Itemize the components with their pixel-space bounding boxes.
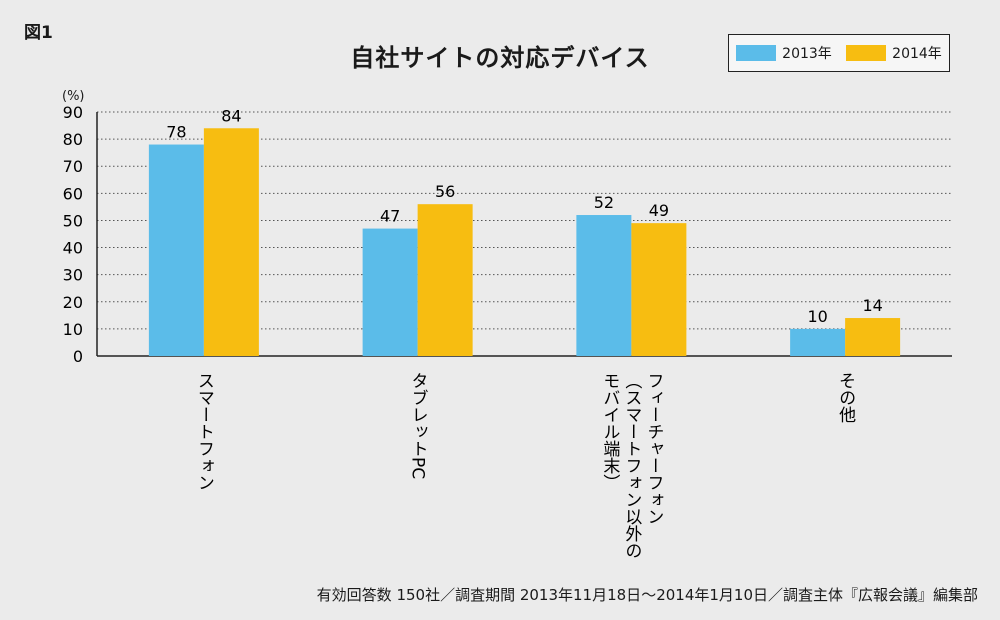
y-tick-label: 90	[63, 103, 83, 122]
figure-label: 図1	[24, 23, 53, 43]
x-category-label: フィーチャーフォン	[643, 372, 663, 525]
bar-2013年-0	[148, 144, 204, 356]
x-category-label: タブレットPC	[408, 372, 428, 479]
bar-2013年-1	[362, 228, 418, 356]
legend-swatch-2013	[736, 45, 777, 61]
data-label: 56	[435, 182, 455, 201]
y-tick-label: 50	[63, 211, 83, 230]
legend-swatch-2014	[846, 45, 887, 61]
y-axis-unit: (%)	[62, 89, 85, 104]
y-tick-label: 60	[63, 184, 83, 203]
bar-2014年-3	[845, 318, 901, 356]
y-tick-label: 70	[63, 157, 83, 176]
data-label: 10	[807, 307, 827, 326]
data-label: 49	[649, 201, 669, 220]
x-category-label: スマートフォン	[194, 372, 214, 491]
y-tick-label: 30	[63, 266, 83, 285]
y-tick-label: 40	[63, 239, 83, 258]
data-label: 52	[594, 193, 614, 212]
bar-2014年-0	[203, 128, 259, 356]
x-category-label: （スマートフォン以外の	[621, 372, 642, 559]
legend-label-2014: 2014年	[892, 46, 942, 62]
y-tick-label: 20	[63, 293, 83, 312]
y-tick-label: 0	[73, 347, 83, 366]
legend-item-2014: 2014年	[846, 43, 942, 63]
chart-title: 自社サイトの対応デバイス	[350, 44, 650, 72]
data-label: 47	[380, 207, 400, 226]
data-label: 84	[221, 106, 241, 125]
bar-2014年-1	[417, 204, 473, 356]
x-category-label: モバイル端末）	[599, 372, 620, 491]
x-category-label: その他	[835, 372, 856, 423]
footer-note: 有効回答数 150社／調査期間 2013年11月18日〜2014年1月10日／調…	[316, 586, 978, 604]
bar-2013年-3	[790, 328, 846, 356]
y-tick-label: 80	[63, 130, 83, 149]
y-tick-label: 10	[63, 320, 83, 339]
data-label: 14	[862, 296, 882, 315]
bar-2013年-2	[576, 215, 632, 356]
data-label: 78	[166, 123, 186, 142]
legend-item-2013: 2013年	[736, 43, 832, 63]
bar-2014年-2	[631, 223, 687, 356]
legend-label-2013: 2013年	[782, 46, 832, 62]
legend: 2013年 2014年	[728, 34, 950, 72]
